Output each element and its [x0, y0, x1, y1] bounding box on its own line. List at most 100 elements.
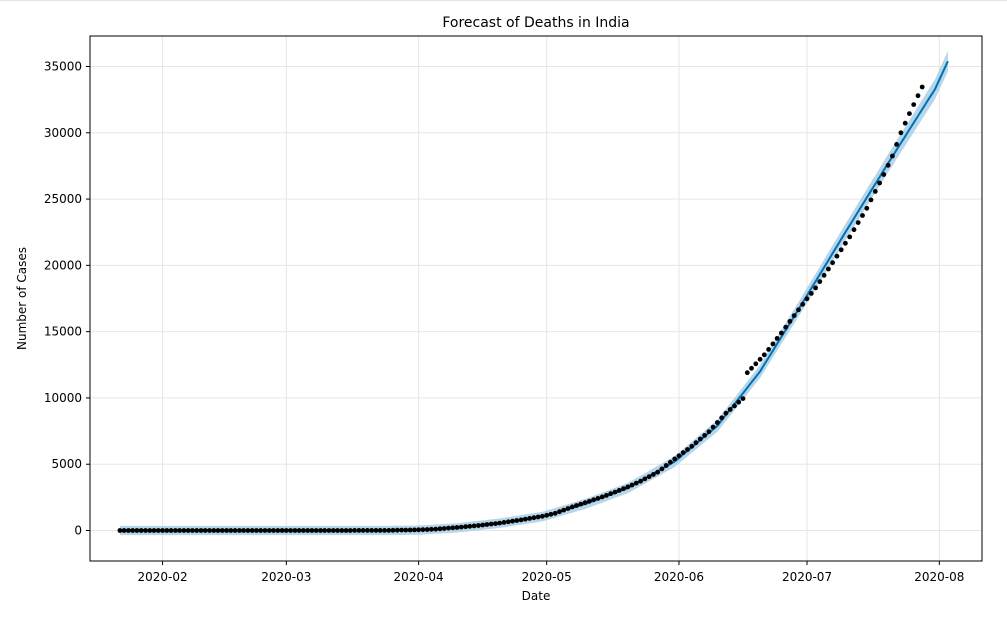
observed-point	[237, 528, 242, 533]
observed-point	[130, 528, 136, 533]
observed-point	[663, 463, 669, 468]
observed-point	[890, 153, 895, 159]
observed-point	[168, 528, 174, 533]
y-tick-label: 5000	[51, 457, 82, 471]
observed-point	[471, 523, 477, 529]
observed-point	[258, 528, 264, 533]
observed-point	[740, 396, 746, 401]
observed-point	[219, 528, 225, 533]
observed-point	[830, 260, 835, 266]
observed-point	[241, 528, 247, 533]
observed-point	[211, 528, 217, 533]
observed-point	[147, 528, 153, 533]
y-tick-label: 25000	[44, 192, 82, 206]
observed-point	[817, 279, 823, 284]
x-tick-label: 2020-04	[394, 570, 444, 584]
observed-point	[907, 111, 912, 116]
x-tick-label: 2020-05	[522, 570, 572, 584]
observed-point	[843, 240, 848, 246]
observed-point	[586, 498, 592, 504]
observed-point	[919, 84, 925, 90]
observed-point	[540, 513, 545, 519]
top-border	[0, 0, 1007, 1]
observed-point	[437, 526, 443, 532]
observed-point	[685, 447, 690, 452]
observed-point	[569, 504, 575, 510]
observed-point	[749, 365, 754, 371]
observed-point	[582, 500, 588, 506]
observed-point	[531, 515, 537, 521]
observed-point	[356, 528, 362, 533]
observed-point	[488, 521, 494, 527]
y-tick-label: 0	[74, 524, 82, 538]
observed-point	[599, 494, 605, 500]
observed-point	[249, 528, 255, 533]
observed-point	[412, 527, 417, 533]
observed-point	[228, 528, 234, 533]
observed-point	[493, 521, 498, 526]
observed-point	[463, 524, 468, 530]
observed-point	[800, 301, 806, 307]
observed-point	[761, 352, 767, 358]
observed-point	[881, 172, 887, 177]
observed-point	[313, 528, 319, 533]
uncertainty-band-layer	[119, 50, 948, 536]
y-tick-label: 20000	[44, 258, 82, 272]
observed-point	[826, 266, 831, 272]
x-tick-label: 2020-06	[654, 570, 704, 584]
observed-point	[774, 336, 780, 341]
y-tick-label: 15000	[44, 325, 82, 339]
observed-point	[373, 528, 379, 533]
observed-point	[872, 189, 878, 194]
observed-point	[638, 478, 643, 484]
observed-point	[497, 520, 503, 526]
observed-point	[292, 528, 298, 533]
observed-point	[343, 528, 349, 533]
observed-point	[723, 410, 729, 416]
plot-frame	[89, 35, 983, 562]
observed-point	[616, 488, 622, 493]
x-tick-label: 2020-03	[261, 570, 311, 584]
y-tick-label: 30000	[44, 126, 82, 140]
observed-points-layer	[117, 84, 925, 533]
observed-point	[275, 528, 281, 533]
observed-point	[744, 370, 750, 376]
observed-point	[441, 526, 447, 531]
y-tick-label: 35000	[44, 59, 82, 73]
observed-point	[480, 522, 486, 528]
axis-ticks: 2020-02 2020-03 2020-04 2020-05 2020-06 2020-…	[44, 59, 965, 584]
observed-point	[659, 466, 665, 472]
observed-point	[766, 347, 771, 352]
observed-point	[727, 407, 733, 412]
observed-point	[612, 489, 618, 495]
x-tick-label: 2020-08	[914, 570, 964, 584]
observed-point	[369, 528, 375, 533]
observed-point	[885, 162, 891, 168]
observed-point	[655, 469, 660, 475]
observed-point	[855, 220, 861, 226]
observed-point	[177, 528, 183, 533]
observed-point	[693, 440, 699, 446]
observed-point	[706, 429, 712, 435]
observed-point	[548, 511, 554, 517]
observed-point	[633, 480, 639, 486]
observed-point	[544, 512, 550, 518]
observed-point	[403, 527, 409, 533]
observed-point	[151, 528, 157, 533]
observed-point	[732, 403, 737, 409]
observed-point	[629, 482, 635, 488]
y-axis-title: Number of Cases	[15, 247, 29, 350]
observed-point	[868, 197, 874, 203]
forecast-line-layer	[119, 60, 949, 532]
observed-point	[779, 330, 784, 336]
observed-point	[595, 496, 601, 501]
observed-point	[164, 528, 170, 533]
observed-point	[420, 527, 426, 533]
observed-point	[335, 528, 340, 533]
observed-point	[326, 528, 332, 533]
observed-point	[232, 528, 238, 533]
observed-point	[860, 213, 865, 218]
observed-point	[791, 313, 797, 318]
observed-point	[386, 528, 392, 533]
observed-point	[565, 506, 571, 511]
